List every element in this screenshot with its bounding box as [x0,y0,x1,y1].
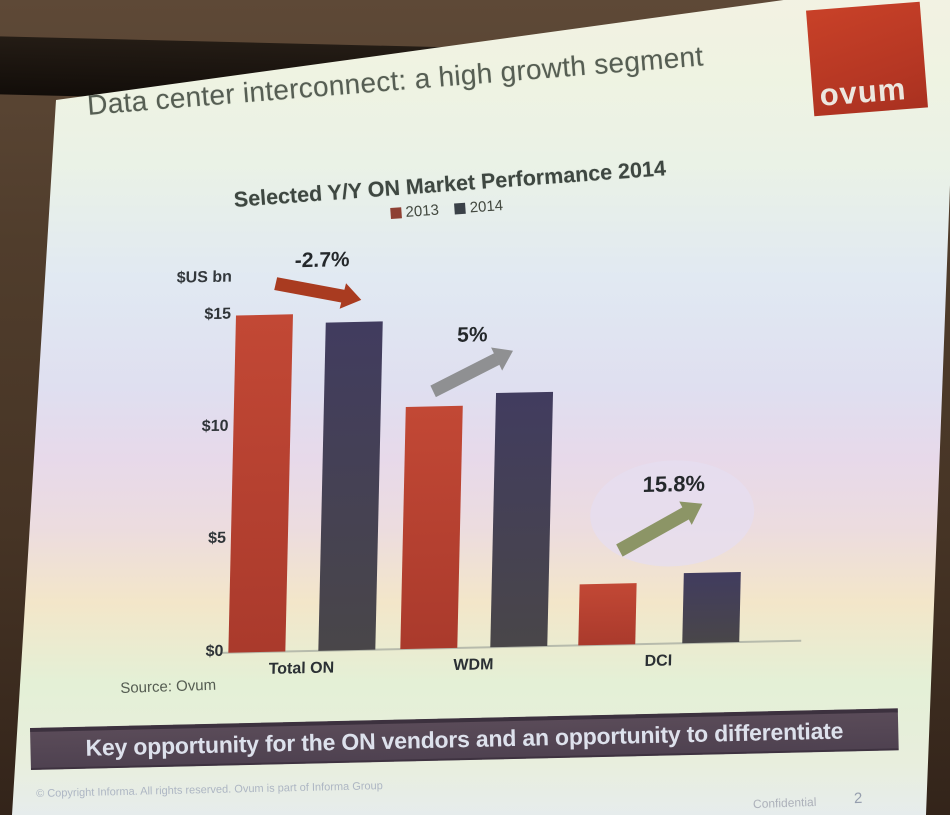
category-label: WDM [453,656,494,675]
legend: 2013 2014 [390,197,504,222]
growth-annotation-wdm: 5% [430,323,513,398]
bar-2014-total-on [318,321,383,651]
banner-text: Key opportunity for the ON vendors and a… [85,717,844,761]
legend-item-2013: 2013 [390,202,439,222]
footer-copyright: © Copyright Informa. All rights reserved… [36,780,383,800]
y-tick-label: $5 [207,529,227,548]
annotation-label-wdm: 5% [457,323,488,347]
y-tick-label: $15 [204,305,232,324]
legend-label: 2013 [404,201,440,221]
bar-2014-dci [682,571,741,644]
legend-label: 2014 [469,197,504,217]
legend-item-2014: 2014 [454,197,504,217]
growth-arrow-wdm-shaft [430,353,500,398]
legend-swatch [454,202,467,215]
legend-swatch [390,207,402,219]
decline-arrow-shaft [274,277,345,303]
banner: Key opportunity for the ON vendors and a… [30,708,899,770]
y-tick-label: $10 [201,417,229,436]
footer-page-number: 2 [853,789,863,808]
growth-annotation-total-on: -2.7% [274,248,362,309]
category-label: Total ON [268,659,335,678]
growth-arrow-wdm-head [491,347,513,371]
ovum-logo: ovum [806,1,928,117]
category-label: DCI [644,652,673,671]
bar-2013-total-on [228,314,293,653]
highlight-ellipse [590,460,755,567]
growth-arrow-dci-shaft [616,507,690,557]
growth-arrow-dci-head [679,501,703,525]
growth-annotation-dci: 15.8% [616,471,705,557]
bar-2013-wdm [400,405,463,650]
bar-2014-wdm [490,391,554,648]
decline-arrow-head [339,283,362,309]
annotation-label-dci: 15.8% [642,471,705,497]
source-label: Source: Ovum [120,676,217,697]
footer-confidential: Confidential [752,794,817,812]
unit-label: $US bn [176,268,233,287]
ovum-logo-text: ovum [818,71,908,113]
chart: $US bn -2.7% 5% 15 [120,230,831,715]
y-tick-label: $0 [205,642,224,661]
annotation-label-total-on: -2.7% [295,248,351,272]
bar-2013-dci [578,583,637,646]
